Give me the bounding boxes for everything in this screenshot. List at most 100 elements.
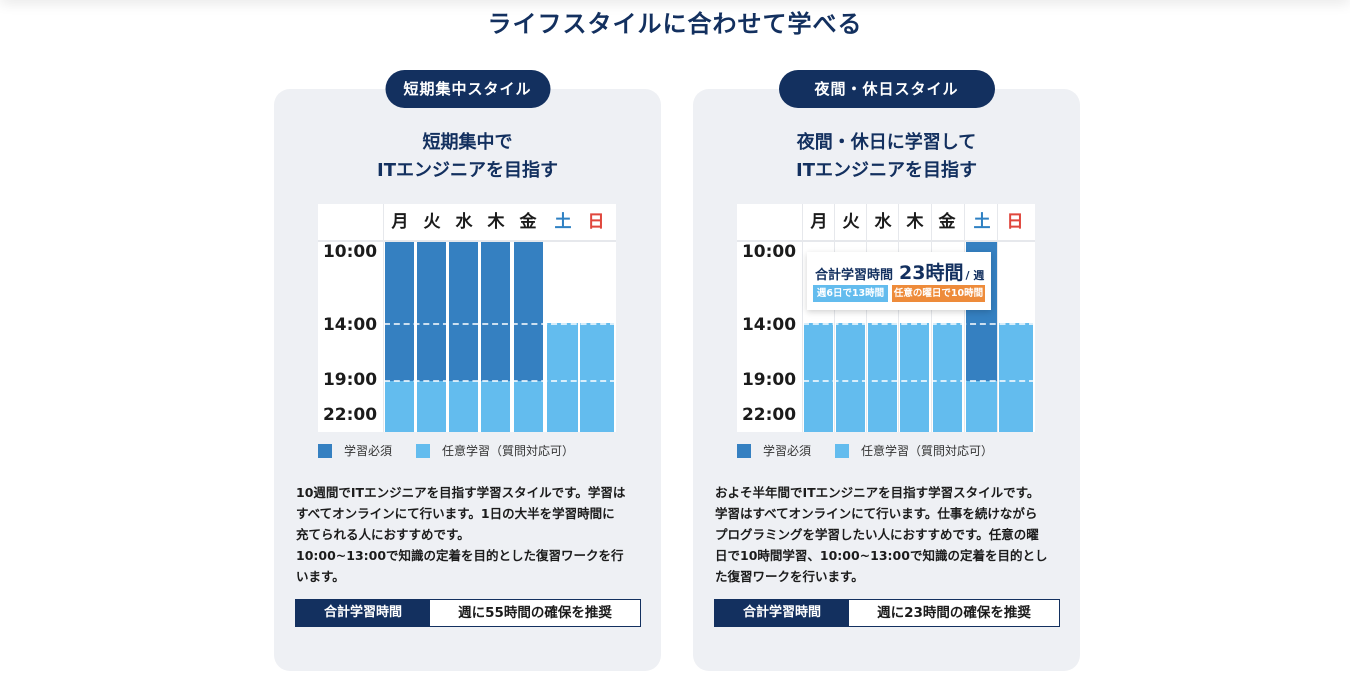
optional-block-tue <box>417 381 446 432</box>
optional-block-sun <box>999 323 1033 432</box>
time-label-1900: 19:00 <box>741 370 797 390</box>
optional-block-thu <box>481 381 510 432</box>
time-divider-1900 <box>803 380 1035 382</box>
description-line: 充てられる人におすすめです。 <box>296 527 470 542</box>
required-block-fri <box>514 241 543 381</box>
legend-required: 学習必須 <box>318 442 392 459</box>
time-label-1000: 10:00 <box>741 242 797 262</box>
day-wed: 水 <box>455 212 473 232</box>
header-line <box>318 240 616 242</box>
day-tue: 火 <box>423 212 441 232</box>
description-line: た復習ワークを行います。 <box>715 569 864 584</box>
total-hours-label: 合計学習時間 <box>296 600 430 626</box>
optional-block-mon <box>385 381 414 432</box>
card-heading-line2: ITエンジニアを目指す <box>377 160 558 181</box>
total-hours-value: 週に23時間の確保を推奨 <box>877 605 1031 621</box>
optional-block-wed <box>868 323 897 432</box>
description-line: 10週間でITエンジニアを目指す学習スタイルです。学習は <box>296 485 626 500</box>
popup-hours: 23時間 <box>899 262 964 284</box>
legend-label-optional: 任意学習（質問対応可） <box>861 444 994 458</box>
style-card-evening-weekend: 夜間・休日スタイル 夜間・休日に学習して ITエンジニアを目指す 月 火 水 木… <box>693 70 1080 671</box>
grid-line <box>383 204 384 432</box>
style-badge: 夜間・休日スタイル <box>778 70 995 108</box>
day-thu: 木 <box>906 212 924 232</box>
total-hours-box: 合計学習時間 週に55時間の確保を推奨 <box>295 599 641 627</box>
time-label-2200: 22:00 <box>322 405 378 425</box>
legend-required: 学習必須 <box>737 442 811 459</box>
required-block-thu <box>481 241 510 381</box>
time-divider-1900 <box>384 380 616 382</box>
day-sun: 日 <box>587 212 605 232</box>
popup-title: 合計学習時間 23時間 / 週 <box>815 258 984 285</box>
time-divider-1400 <box>384 323 616 325</box>
grid-line <box>997 204 998 432</box>
description-line: 日で10時間学習、10:00~13:00で知識の定着を目的とし <box>715 548 1048 563</box>
optional-block-mon <box>804 323 833 432</box>
popup-unit: / 週 <box>965 269 985 282</box>
legend-swatch-optional <box>416 443 431 458</box>
day-mon: 月 <box>391 212 409 232</box>
card-heading-line1: 夜間・休日に学習して <box>796 132 977 153</box>
grid-line <box>802 204 803 432</box>
grid-line <box>898 204 899 432</box>
popup-tag-optional-day: 任意の曜日で10時間 <box>892 285 985 302</box>
description-line: およそ半年間でITエンジニアを目指す学習スタイルです。 <box>715 485 1040 500</box>
card-description: 10週間でITエンジニアを目指す学習スタイルです。学習は すべてオンラインにて行… <box>296 482 641 587</box>
time-divider-1400 <box>803 323 1035 325</box>
header-line <box>737 240 1035 242</box>
legend-optional: 任意学習（質問対応可） <box>835 442 993 459</box>
grid-line <box>964 204 965 432</box>
weekly-schedule: 月 火 水 木 金 土 日 10:00 14:00 19:00 22:00 <box>318 204 616 432</box>
day-sun: 日 <box>1006 212 1024 232</box>
legend-swatch-required <box>318 443 332 458</box>
optional-block-thu <box>900 323 929 432</box>
day-sat: 土 <box>973 212 991 232</box>
day-fri: 金 <box>938 212 956 232</box>
optional-block-fri <box>514 381 543 432</box>
required-block-mon <box>385 241 414 381</box>
total-hours-box: 合計学習時間 週に23時間の確保を推奨 <box>714 599 1060 627</box>
day-mon: 月 <box>810 212 828 232</box>
time-label-1000: 10:00 <box>322 242 378 262</box>
total-hours-value: 週に55時間の確保を推奨 <box>458 605 612 621</box>
required-block-tue <box>417 241 446 381</box>
page-title: ライフスタイルに合わせて学べる <box>487 10 863 38</box>
day-thu: 木 <box>487 212 505 232</box>
day-sat: 土 <box>554 212 572 232</box>
day-fri: 金 <box>519 212 537 232</box>
required-block-wed <box>449 241 478 381</box>
optional-block-tue <box>836 323 865 432</box>
time-label-2200: 22:00 <box>741 405 797 425</box>
day-tue: 火 <box>842 212 860 232</box>
legend-swatch-optional <box>835 443 850 458</box>
weekly-total-popup: 合計学習時間 23時間 / 週 週6日で13時間 任意の曜日で10時間 <box>807 252 991 310</box>
optional-block-fri <box>933 323 962 432</box>
time-label-1400: 14:00 <box>322 315 378 335</box>
grid-line <box>866 204 867 432</box>
card-heading-line1: 短期集中で <box>422 132 513 153</box>
grid-line <box>931 204 932 432</box>
day-wed: 水 <box>874 212 892 232</box>
card-heading-line2: ITエンジニアを目指す <box>796 160 977 181</box>
schedule-legend: 学習必須 任意学習（質問対応可） <box>318 442 598 459</box>
weekly-schedule: 月 火 水 木 金 土 日 10:00 14:00 19:00 22:00 合計… <box>737 204 1035 432</box>
optional-block-sat <box>547 323 578 432</box>
card-heading: 短期集中で ITエンジニアを目指す <box>274 129 661 185</box>
legend-optional: 任意学習（質問対応可） <box>416 442 574 459</box>
legend-label-required: 学習必須 <box>344 444 393 458</box>
time-label-1900: 19:00 <box>322 370 378 390</box>
popup-tag-weekly: 週6日で13時間 <box>813 285 888 302</box>
legend-label-required: 学習必須 <box>763 444 812 458</box>
schedule-legend: 学習必須 任意学習（質問対応可） <box>737 442 1017 459</box>
legend-label-optional: 任意学習（質問対応可） <box>442 444 575 458</box>
description-line: すべてオンラインにて行います。1日の大半を学習時間に <box>296 506 615 521</box>
description-line: 10:00~13:00で知識の定着を目的とした復習ワークを行 <box>296 548 624 563</box>
legend-swatch-required <box>737 443 751 458</box>
description-line: プログラミングを学習したい人におすすめです。任意の曜 <box>715 527 1039 542</box>
optional-block-sat <box>966 381 997 432</box>
optional-block-wed <box>449 381 478 432</box>
optional-block-sun <box>580 323 614 432</box>
style-badge: 短期集中スタイル <box>385 70 550 108</box>
grid-line <box>834 204 835 432</box>
time-label-1400: 14:00 <box>741 315 797 335</box>
